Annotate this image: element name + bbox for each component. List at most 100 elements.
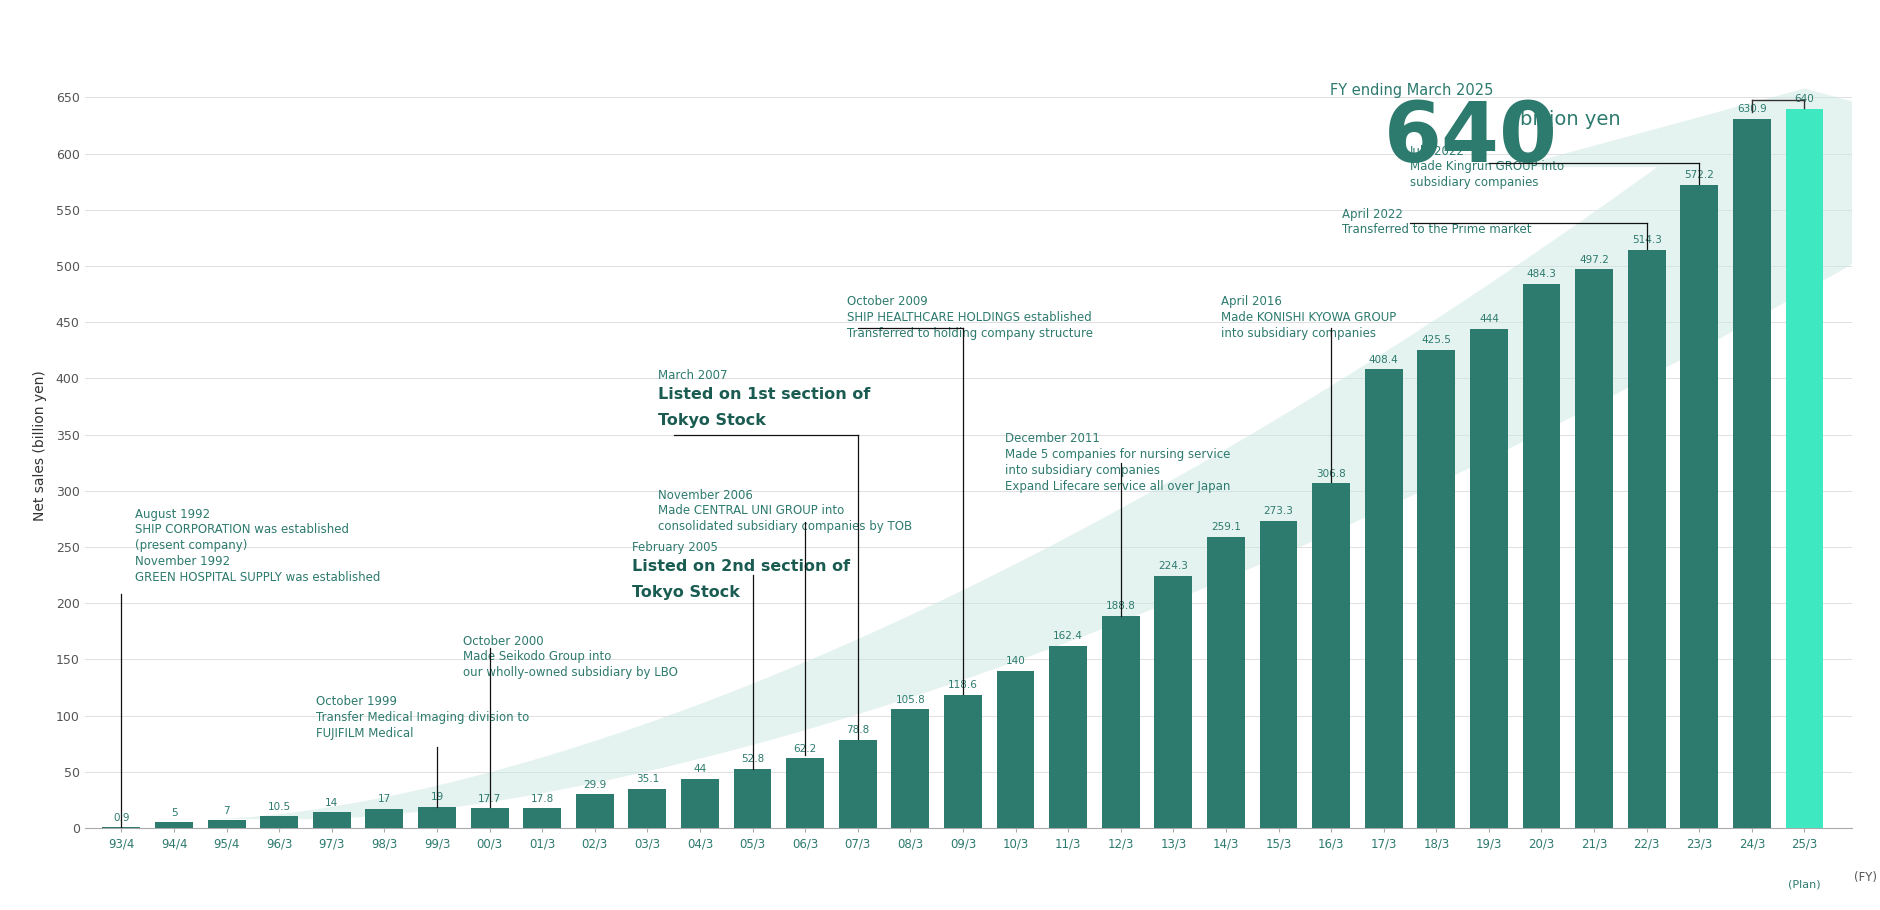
Text: Tokyo Stock: Tokyo Stock	[632, 585, 739, 601]
Text: Listed on 1st section of: Listed on 1st section of	[658, 388, 870, 402]
Text: 62.2: 62.2	[793, 743, 816, 753]
Text: 52.8: 52.8	[741, 754, 763, 764]
Text: Transferred to the Prime market: Transferred to the Prime market	[1342, 223, 1530, 237]
Bar	[1049, 645, 1087, 828]
Text: 118.6: 118.6	[948, 681, 978, 691]
Text: 44: 44	[694, 764, 707, 774]
Bar	[1470, 329, 1508, 828]
Text: 273.3: 273.3	[1263, 506, 1293, 516]
Text: 259.1: 259.1	[1211, 522, 1241, 532]
Text: 17.8: 17.8	[530, 794, 555, 804]
Bar	[1681, 185, 1718, 828]
Text: March 2007: March 2007	[658, 369, 728, 382]
Text: 10.5: 10.5	[267, 802, 291, 812]
Text: 35.1: 35.1	[635, 774, 660, 784]
Text: 29.9: 29.9	[583, 780, 607, 790]
Text: into subsidiary companies: into subsidiary companies	[1220, 327, 1376, 339]
Polygon shape	[211, 167, 1880, 819]
Text: billion yen: billion yen	[1519, 109, 1621, 128]
Bar	[1523, 284, 1560, 828]
Bar	[1102, 616, 1139, 828]
Text: (FY): (FY)	[1854, 871, 1878, 884]
Text: 19: 19	[431, 793, 444, 803]
Text: consolidated subsidiary companies by TOB: consolidated subsidiary companies by TOB	[658, 521, 912, 533]
Text: November 1992: November 1992	[135, 555, 229, 568]
Text: February 2005: February 2005	[632, 541, 718, 554]
Text: 444: 444	[1480, 315, 1498, 325]
Text: FY ending March 2025: FY ending March 2025	[1331, 83, 1495, 97]
Text: 140: 140	[1006, 656, 1025, 666]
Text: (present company): (present company)	[135, 540, 246, 552]
Bar	[891, 709, 929, 828]
Bar	[1154, 576, 1192, 828]
Text: into subsidiary companies: into subsidiary companies	[1006, 464, 1160, 477]
Bar	[470, 808, 508, 828]
Bar	[103, 827, 141, 828]
Bar	[154, 823, 194, 828]
Bar	[1786, 108, 1824, 828]
Text: April 2016: April 2016	[1220, 295, 1282, 308]
Bar	[207, 820, 246, 828]
Bar	[1207, 537, 1245, 828]
Bar	[944, 694, 981, 828]
Text: October 1999: October 1999	[316, 695, 397, 709]
Bar	[1365, 369, 1402, 828]
Text: 306.8: 306.8	[1316, 469, 1346, 479]
Text: 0.9: 0.9	[113, 813, 130, 823]
Text: October 2000: October 2000	[462, 635, 543, 648]
Text: 408.4: 408.4	[1369, 355, 1399, 365]
Text: 484.3: 484.3	[1527, 269, 1557, 279]
Text: 188.8: 188.8	[1105, 602, 1136, 612]
Text: 78.8: 78.8	[846, 725, 869, 735]
Bar	[575, 794, 613, 828]
Text: July 2022: July 2022	[1410, 145, 1465, 157]
Text: 17.7: 17.7	[478, 794, 502, 804]
Text: Made Seikodo Group into: Made Seikodo Group into	[462, 651, 611, 663]
Bar	[1575, 269, 1613, 828]
Text: 640: 640	[1384, 98, 1557, 179]
Text: Made CENTRAL UNI GROUP into: Made CENTRAL UNI GROUP into	[658, 504, 844, 518]
Text: subsidiary companies: subsidiary companies	[1410, 177, 1538, 189]
Text: 630.9: 630.9	[1737, 105, 1767, 115]
Text: 497.2: 497.2	[1579, 255, 1609, 265]
Bar	[996, 671, 1034, 828]
Y-axis label: Net sales (billion yen): Net sales (billion yen)	[34, 370, 47, 521]
Text: Made KONISHI KYOWA GROUP: Made KONISHI KYOWA GROUP	[1220, 311, 1397, 324]
Bar	[523, 808, 560, 828]
Bar	[733, 769, 771, 828]
Bar	[1628, 250, 1666, 828]
Text: Expand Lifecare service all over Japan: Expand Lifecare service all over Japan	[1006, 480, 1230, 492]
Text: 105.8: 105.8	[895, 694, 925, 704]
Text: SHIP HEALTHCARE HOLDINGS established: SHIP HEALTHCARE HOLDINGS established	[848, 311, 1092, 324]
Text: 17: 17	[378, 794, 391, 804]
Text: 425.5: 425.5	[1421, 335, 1451, 345]
Text: Made Kingrun GROUP into: Made Kingrun GROUP into	[1410, 160, 1564, 174]
Text: SHIP CORPORATION was established: SHIP CORPORATION was established	[135, 523, 348, 537]
Text: Made 5 companies for nursing service: Made 5 companies for nursing service	[1006, 448, 1230, 461]
Text: August 1992: August 1992	[135, 508, 211, 521]
Bar	[259, 816, 299, 828]
Polygon shape	[1515, 88, 1880, 167]
Text: 5: 5	[171, 808, 177, 818]
Bar	[312, 813, 352, 828]
Text: 572.2: 572.2	[1684, 170, 1715, 180]
Text: Tokyo Stock: Tokyo Stock	[658, 413, 765, 429]
Text: November 2006: November 2006	[658, 489, 752, 501]
Text: April 2022: April 2022	[1342, 207, 1402, 220]
Text: 640: 640	[1795, 94, 1814, 104]
Text: Transfer Medical Imaging division to: Transfer Medical Imaging division to	[316, 712, 530, 724]
Text: our wholly-owned subsidiary by LBO: our wholly-owned subsidiary by LBO	[462, 666, 679, 679]
Text: FUJIFILM Medical: FUJIFILM Medical	[316, 727, 414, 740]
Text: GREEN HOSPITAL SUPPLY was established: GREEN HOSPITAL SUPPLY was established	[135, 571, 380, 583]
Text: 162.4: 162.4	[1053, 631, 1083, 641]
Bar	[628, 789, 666, 828]
Text: Transferred to holding company structure: Transferred to holding company structure	[848, 327, 1094, 339]
Text: 14: 14	[325, 798, 338, 808]
Text: October 2009: October 2009	[848, 295, 929, 308]
Bar	[1418, 349, 1455, 828]
Bar	[1312, 483, 1350, 828]
Text: Listed on 2nd section of: Listed on 2nd section of	[632, 560, 850, 574]
Text: 514.3: 514.3	[1632, 236, 1662, 246]
Bar	[417, 807, 457, 828]
Text: December 2011: December 2011	[1006, 432, 1100, 445]
